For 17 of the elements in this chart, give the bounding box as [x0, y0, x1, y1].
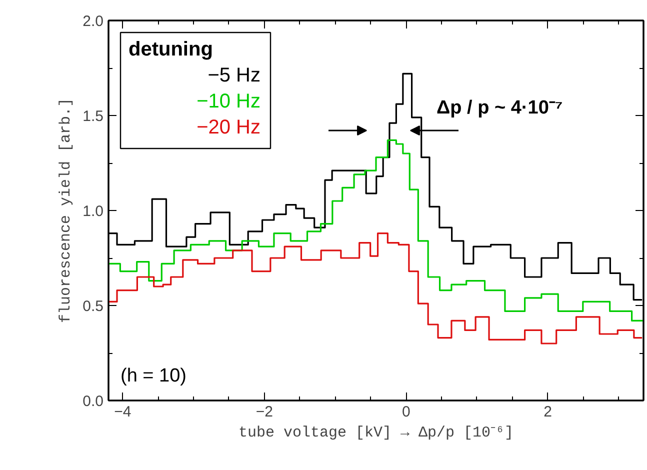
y-axis-title: fluorescence yield [arb.]	[58, 98, 75, 324]
y-tick-label: 1.0	[82, 203, 104, 220]
legend-title: detuning	[128, 38, 213, 60]
text: −5 Hz	[208, 64, 261, 86]
y-tick-label: 1.5	[82, 108, 104, 125]
x-axis-title: tube voltage [kV] → Δp/p [10⁻⁶]	[238, 424, 514, 442]
y-tick-label: 2.0	[82, 13, 104, 30]
text: −10 Hz	[196, 90, 261, 112]
y-tick-label: 0.0	[82, 393, 104, 410]
annotation: (h = 10)	[120, 366, 187, 386]
annotation: Δp / p ~ 4·10⁻⁷	[436, 98, 563, 118]
x-tick-label: −4	[114, 404, 132, 420]
x-tick-label: 2	[544, 404, 552, 420]
y-tick-label: 0.5	[82, 298, 104, 315]
x-tick-label: −2	[256, 404, 273, 420]
text: −20 Hz	[196, 116, 261, 138]
x-tick-label: 0	[402, 404, 410, 420]
